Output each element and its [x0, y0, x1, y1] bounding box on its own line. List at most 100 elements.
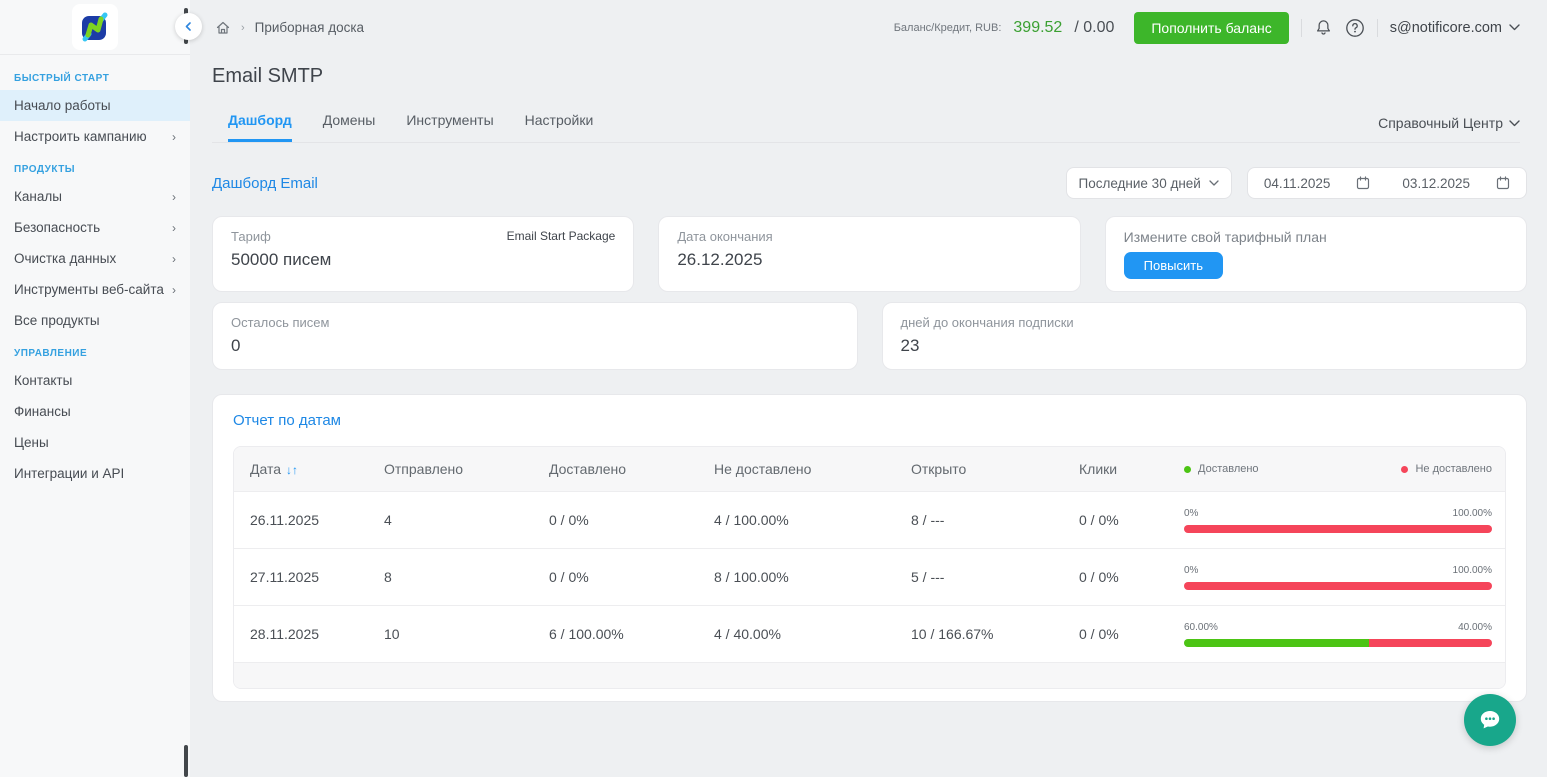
date-to-value: 03.12.2025 — [1402, 175, 1470, 191]
sidebar-item-channels[interactable]: Каналы › — [0, 181, 190, 212]
breadcrumb: › Приборная доска — [215, 20, 364, 36]
table-row[interactable]: 28.11.2025 10 6 / 100.00% 4 / 40.00% 10 … — [234, 605, 1505, 662]
letters-left-label: Осталось писем — [231, 315, 330, 330]
stat-cards-row-2: Осталось писем 0 дней до окончания подпи… — [212, 302, 1527, 370]
column-header-clicks: Клики — [1079, 461, 1118, 477]
cell-not-delivered: 8 / 100.00% — [714, 569, 789, 585]
upgrade-label: Измените свой тарифный план — [1123, 229, 1327, 245]
table-row[interactable]: 26.11.2025 4 0 / 0% 4 / 100.00% 8 / --- … — [234, 491, 1505, 548]
date-from-field[interactable]: 04.11.2025 — [1248, 176, 1387, 191]
notifications-bell-icon[interactable] — [1314, 18, 1333, 37]
column-header-date: Дата ↓↑ — [250, 461, 299, 477]
bar-left-label: 0% — [1184, 564, 1199, 576]
sidebar-section-quickstart: БЫСТРЫЙ СТАРТ — [14, 73, 110, 84]
tab-domains[interactable]: Домены — [322, 112, 376, 128]
letters-left-value: 0 — [231, 336, 241, 355]
help-icon[interactable] — [1345, 18, 1365, 38]
bar-legend: Доставлено Не доставлено — [1184, 463, 1505, 475]
breadcrumb-current[interactable]: Приборная доска — [254, 20, 365, 35]
period-select[interactable]: Последние 30 дней — [1065, 167, 1232, 199]
chevron-right-icon: › — [172, 282, 176, 297]
chevron-right-icon: › — [172, 189, 176, 204]
chevron-down-icon — [1509, 24, 1520, 31]
sidebar-item-getting-started[interactable]: Начало работы — [0, 90, 190, 121]
bar-left-label: 0% — [1184, 507, 1199, 519]
sidebar-scrollbar[interactable] — [184, 745, 188, 777]
column-header-not-delivered: Не доставлено — [714, 461, 812, 477]
legend-delivered: Доставлено — [1184, 463, 1259, 475]
sidebar-item-label: Интеграции и API — [14, 466, 125, 481]
sidebar-item-label: Каналы — [14, 189, 62, 204]
sidebar-item-data-cleaning[interactable]: Очистка данных › — [0, 243, 190, 274]
tab-dashboard[interactable]: Дашборд — [228, 104, 292, 142]
cell-delivered: 0 / 0% — [549, 512, 589, 528]
sidebar-item-all-products[interactable]: Все продукты — [0, 305, 190, 336]
days-left-value: 23 — [900, 336, 920, 355]
stat-cards-row-1: Тариф Email Start Package 50000 писем Да… — [212, 216, 1527, 292]
topup-balance-button[interactable]: Пополнить баланс — [1134, 11, 1289, 44]
delivery-bar — [1184, 581, 1492, 590]
cell-not-delivered: 4 / 40.00% — [714, 626, 781, 642]
chat-widget-button[interactable] — [1464, 694, 1516, 746]
sidebar-nav: БЫСТРЫЙ СТАРТ Начало работы Настроить ка… — [0, 55, 190, 489]
table-row[interactable]: 27.11.2025 8 0 / 0% 8 / 100.00% 5 / --- … — [234, 548, 1505, 605]
dashboard-title[interactable]: Дашборд Email — [212, 174, 318, 192]
sidebar-item-integrations-api[interactable]: Интеграции и API — [0, 458, 190, 489]
tariff-value: 50000 писем — [231, 250, 332, 269]
credit-value: / 0.00 — [1074, 18, 1115, 36]
chevron-down-icon — [1509, 119, 1520, 126]
delivery-bar — [1184, 524, 1492, 533]
top-header: › Приборная доска Баланс/Кредит, RUB: 39… — [190, 0, 1547, 55]
column-header-sent: Отправлено — [384, 461, 464, 477]
sidebar-item-label: Инструменты веб-сайта — [14, 282, 164, 297]
tab-tools[interactable]: Инструменты — [406, 112, 494, 128]
end-date-label: Дата окончания — [677, 229, 773, 244]
cell-opened: 10 / 166.67% — [911, 626, 994, 642]
brand-logo[interactable] — [72, 4, 118, 50]
days-left-label: дней до окончания подписки — [900, 315, 1074, 330]
divider — [1300, 18, 1302, 37]
sidebar-section-management: УПРАВЛЕНИЕ — [14, 348, 88, 359]
cell-sent: 8 — [384, 569, 392, 585]
bar-left-label: 60.00% — [1184, 621, 1218, 633]
table-footer — [234, 662, 1505, 688]
chat-bubble-icon — [1480, 711, 1500, 729]
sidebar-item-setup-campaign[interactable]: Настроить кампанию › — [0, 121, 190, 152]
delivery-bar-cell: 60.00% 40.00% — [1184, 622, 1505, 647]
upgrade-button[interactable]: Повысить — [1123, 252, 1223, 279]
cell-delivered: 6 / 100.00% — [549, 626, 624, 642]
bar-not-delivered-segment — [1368, 638, 1492, 647]
sidebar-item-finances[interactable]: Финансы — [0, 396, 190, 427]
balance-value: 399.52 — [1013, 18, 1063, 36]
cell-sent: 4 — [384, 512, 392, 528]
red-dot-icon — [1401, 465, 1409, 473]
delivery-bar — [1184, 638, 1492, 647]
report-title[interactable]: Отчет по датам — [233, 412, 341, 429]
sidebar-item-security[interactable]: Безопасность › — [0, 212, 190, 243]
sidebar-item-label: Очистка данных — [14, 251, 117, 266]
tariff-package-badge: Email Start Package — [506, 229, 616, 243]
account-menu[interactable]: s@notificore.com — [1390, 20, 1520, 36]
sidebar-item-prices[interactable]: Цены — [0, 427, 190, 458]
period-select-value: Последние 30 дней — [1078, 175, 1201, 191]
bar-delivered-segment — [1184, 638, 1369, 647]
bar-right-label: 100.00% — [1452, 507, 1492, 519]
tariff-card: Тариф Email Start Package 50000 писем — [212, 216, 635, 292]
home-icon[interactable] — [215, 20, 231, 36]
sort-icon[interactable]: ↓↑ — [286, 463, 299, 477]
sidebar-item-label: Контакты — [14, 373, 73, 388]
chevron-right-icon: › — [172, 129, 176, 144]
sidebar-item-website-tools[interactable]: Инструменты веб-сайта › — [0, 274, 190, 305]
table-header-row: Дата ↓↑ Отправлено Доставлено Не доставле… — [234, 447, 1505, 491]
date-to-field[interactable]: 03.12.2025 — [1386, 176, 1526, 191]
collapse-sidebar-button[interactable] — [175, 13, 202, 40]
tariff-label: Тариф — [231, 229, 271, 244]
sidebar-item-contacts[interactable]: Контакты — [0, 365, 190, 396]
cell-clicks: 0 / 0% — [1079, 512, 1119, 528]
cell-clicks: 0 / 0% — [1079, 626, 1119, 642]
help-center-menu[interactable]: Справочный Центр — [1378, 115, 1520, 142]
end-date-value: 26.12.2025 — [677, 250, 763, 269]
report-by-dates-panel: Отчет по датам Дата ↓↑ Отправлено Доставл… — [212, 394, 1527, 702]
cell-delivered: 0 / 0% — [549, 569, 589, 585]
tab-settings[interactable]: Настройки — [524, 112, 594, 128]
